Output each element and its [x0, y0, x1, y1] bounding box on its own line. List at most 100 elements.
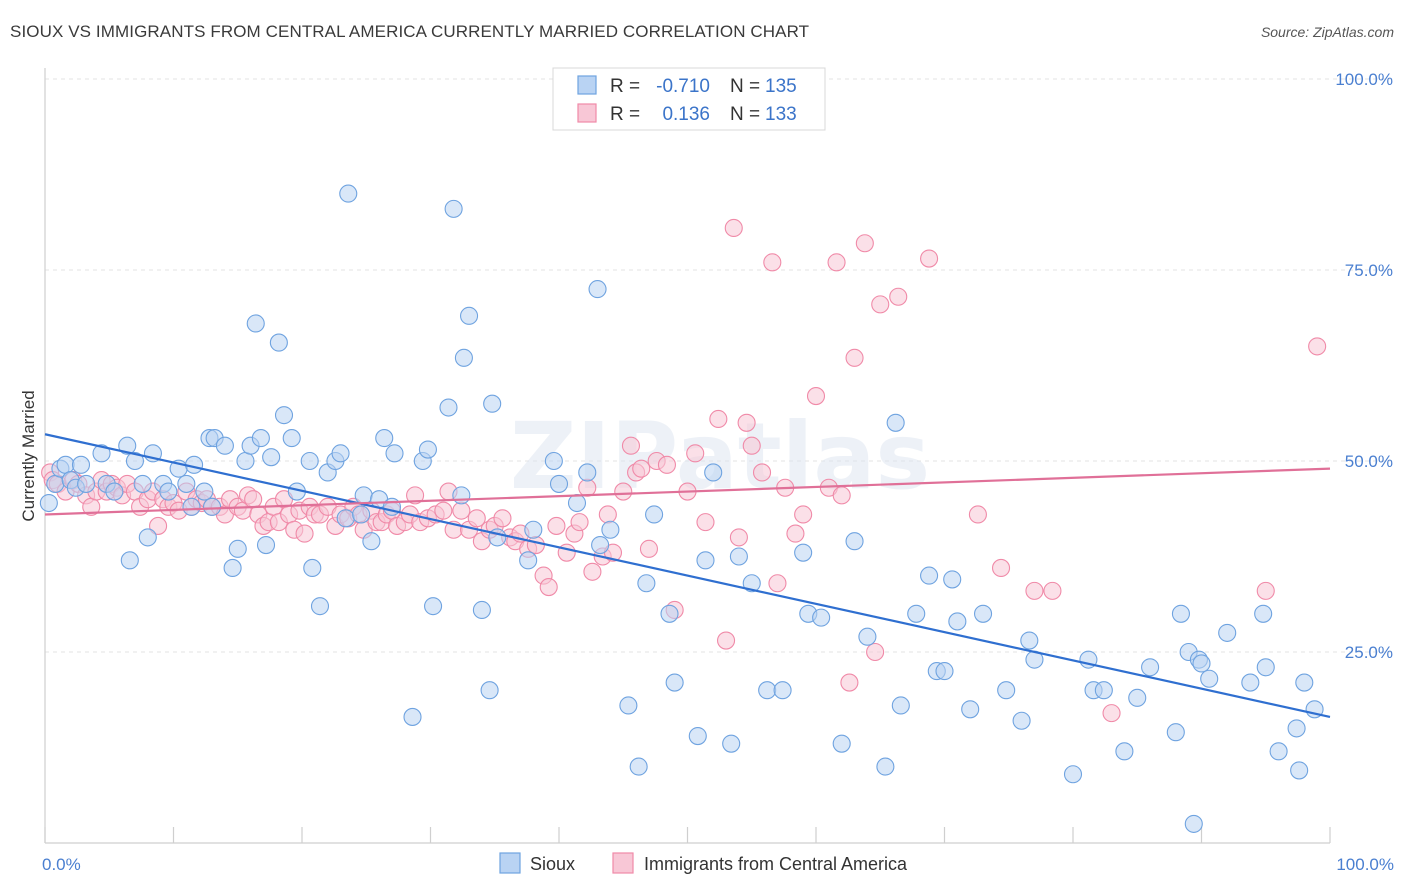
- immigrant-point-131: [1025, 581, 1044, 600]
- immigrant-point-65: [406, 486, 425, 505]
- sioux-point-3: [56, 455, 75, 474]
- immigrant-point-129: [968, 505, 987, 524]
- sioux-point-55: [403, 707, 422, 726]
- immigrant-point-105: [696, 513, 715, 532]
- sioux-point-8: [92, 444, 111, 463]
- bottom-legend-label-immigrants: Immigrants from Central America: [644, 854, 908, 874]
- y-tick-labels: 25.0% 50.0% 75.0% 100.0%: [1335, 70, 1393, 662]
- sioux-point-72: [567, 493, 587, 513]
- trend-lines: [44, 433, 1331, 719]
- immigrant-point-109: [729, 528, 748, 547]
- immigrant-point-86: [547, 516, 566, 535]
- immigrant-point-90: [578, 478, 597, 497]
- legend-box: [552, 67, 826, 131]
- sioux-point-120: [1171, 604, 1190, 623]
- y-axis-label: Currently Married: [19, 390, 38, 521]
- sioux-point-91: [794, 543, 813, 562]
- sioux-point-0: [39, 493, 58, 513]
- sioux-point-23: [195, 482, 214, 501]
- sioux-point-76: [601, 520, 620, 539]
- immigrant-point-111: [742, 436, 761, 455]
- sioux-point-61: [452, 486, 471, 505]
- legend-n-label-1: N =: [730, 76, 760, 97]
- sioux-point-78: [629, 757, 648, 776]
- sioux-point-133: [1295, 673, 1314, 692]
- sioux-point-116: [1115, 742, 1134, 761]
- sioux-point-75: [591, 535, 610, 555]
- sioux-point-115: [1094, 681, 1113, 700]
- sioux-point-131: [1287, 719, 1306, 738]
- sioux-point-38: [282, 429, 301, 448]
- axes: [44, 68, 1331, 844]
- immigrant-point-95: [614, 482, 633, 501]
- immigrant-point-133: [1102, 704, 1121, 723]
- legend-r-value-1: -0.710: [656, 76, 710, 97]
- sioux-point-103: [935, 662, 954, 681]
- immigrant-point-123: [845, 348, 864, 367]
- sioux-point-117: [1128, 688, 1147, 707]
- immigrant-point-19: [149, 516, 168, 535]
- sioux-point-127: [1241, 673, 1260, 692]
- sioux-point-73: [578, 463, 597, 482]
- sioux-point-84: [696, 551, 715, 570]
- immigrant-point-85: [539, 578, 558, 597]
- immigrant-point-124: [855, 234, 874, 253]
- sioux-point-70: [544, 451, 563, 471]
- immigrant-point-117: [794, 505, 813, 524]
- immigrant-point-72: [452, 501, 471, 520]
- chart-title: SIOUX VS IMMIGRANTS FROM CENTRAL AMERICA…: [10, 22, 810, 41]
- immigrant-point-127: [889, 287, 908, 306]
- immigrant-point-89: [570, 513, 589, 532]
- sioux-point-125: [1200, 669, 1219, 688]
- immigrant-point-114: [768, 574, 787, 593]
- sioux-point-89: [758, 681, 777, 700]
- sioux-point-97: [876, 757, 895, 776]
- sioux-point-129: [1256, 658, 1275, 677]
- sioux-point-88: [742, 574, 761, 593]
- sioux-point-82: [665, 673, 684, 692]
- sioux-point-101: [920, 566, 939, 585]
- legend-n-value-1: 135: [765, 76, 797, 97]
- sioux-point-99: [891, 696, 910, 715]
- sioux-point-21: [182, 497, 201, 516]
- sioux-point-62: [454, 348, 473, 367]
- sioux-point-58: [424, 597, 443, 616]
- sioux-point-47: [339, 184, 358, 203]
- sioux-point-132: [1290, 761, 1309, 780]
- sioux-point-57: [418, 440, 437, 459]
- sioux-point-29: [228, 539, 247, 558]
- sioux-point-95: [845, 532, 864, 551]
- sioux-point-100: [907, 604, 926, 623]
- sioux-point-12: [120, 551, 139, 570]
- immigrant-point-116: [786, 524, 805, 543]
- sioux-point-49: [354, 486, 373, 505]
- sioux-point-74: [588, 280, 607, 299]
- immigrant-point-74: [467, 509, 486, 528]
- sioux-point-63: [459, 306, 479, 325]
- sioux-point-54: [385, 444, 404, 463]
- sioux-point-69: [524, 520, 543, 539]
- sioux-point-46: [336, 509, 355, 528]
- sioux-point-118: [1141, 658, 1160, 677]
- sioux-point-94: [832, 734, 851, 753]
- sioux-point-79: [637, 574, 656, 593]
- immigrant-point-108: [724, 218, 743, 238]
- sioux-point-59: [439, 398, 458, 417]
- immigrants-trend-line: [44, 467, 1331, 516]
- sioux-point-13: [125, 451, 144, 471]
- bottom-legend: Sioux Immigrants from Central America: [499, 852, 908, 874]
- sioux-point-107: [973, 604, 993, 623]
- sioux-point-128: [1254, 604, 1273, 623]
- immigrant-point-104: [686, 444, 705, 463]
- immigrant-point-132: [1043, 581, 1062, 600]
- legend-r-value-2: 0.136: [662, 104, 710, 125]
- immigrant-point-112: [752, 463, 772, 482]
- immigrant-point-46: [295, 524, 314, 543]
- sioux-point-18: [159, 482, 178, 501]
- sioux-point-11: [118, 436, 137, 455]
- grid-lines: [45, 78, 1392, 653]
- sioux-point-93: [812, 608, 831, 627]
- immigrant-point-126: [871, 295, 890, 314]
- immigrant-point-93: [598, 505, 617, 524]
